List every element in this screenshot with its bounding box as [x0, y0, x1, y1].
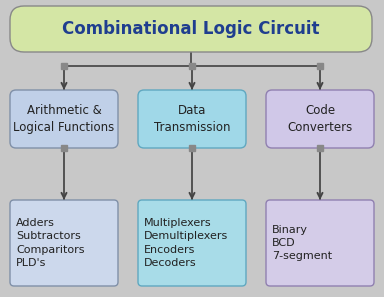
Bar: [317, 63, 323, 69]
Text: Arithmetic &
Logical Functions: Arithmetic & Logical Functions: [13, 104, 115, 134]
Bar: [317, 145, 323, 151]
FancyBboxPatch shape: [10, 200, 118, 286]
Text: Code
Converters: Code Converters: [287, 104, 353, 134]
FancyBboxPatch shape: [266, 200, 374, 286]
Bar: [61, 145, 67, 151]
Text: Data
Transmission: Data Transmission: [154, 104, 230, 134]
Text: Binary
BCD
7-segment: Binary BCD 7-segment: [272, 225, 332, 261]
Text: Multiplexers
Demultiplexers
Encoders
Decoders: Multiplexers Demultiplexers Encoders Dec…: [144, 218, 228, 268]
Text: Adders
Subtractors
Comparitors
PLD's: Adders Subtractors Comparitors PLD's: [16, 218, 84, 268]
FancyBboxPatch shape: [10, 90, 118, 148]
FancyBboxPatch shape: [10, 6, 372, 52]
Bar: [189, 145, 195, 151]
FancyBboxPatch shape: [138, 200, 246, 286]
Bar: [61, 63, 67, 69]
Text: Combinational Logic Circuit: Combinational Logic Circuit: [62, 20, 320, 38]
Bar: [189, 63, 195, 69]
FancyBboxPatch shape: [138, 90, 246, 148]
FancyBboxPatch shape: [266, 90, 374, 148]
